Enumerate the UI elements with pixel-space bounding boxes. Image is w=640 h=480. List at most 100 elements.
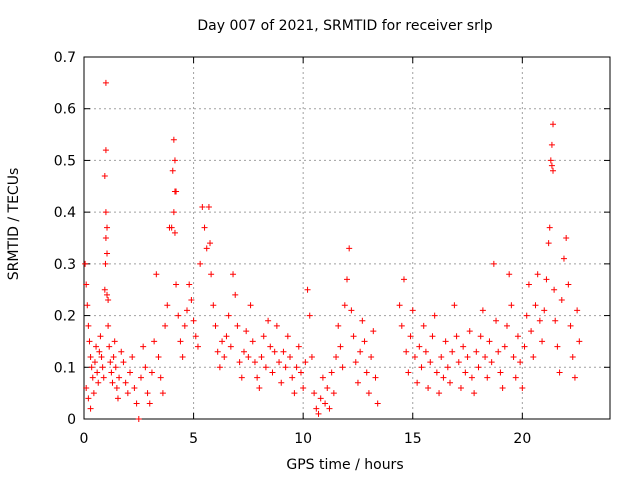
- data-point: [87, 405, 94, 412]
- data-point: [576, 338, 583, 345]
- data-point: [170, 209, 177, 216]
- data-point: [162, 322, 169, 329]
- data-point: [269, 369, 276, 376]
- data-point: [548, 162, 555, 169]
- data-point: [536, 317, 543, 324]
- data-point: [486, 338, 493, 345]
- data-point: [249, 338, 256, 345]
- data-point: [563, 235, 570, 241]
- data-point: [173, 281, 180, 288]
- data-point: [495, 348, 502, 355]
- data-point: [409, 307, 416, 314]
- data-point: [89, 374, 96, 381]
- data-point: [192, 333, 199, 340]
- y-tick-label: 0.4: [54, 205, 76, 221]
- data-point: [508, 302, 515, 309]
- data-point: [175, 312, 182, 319]
- tick-layer: 0 0.1 0.2 0.3 0.4 0.5 0.6 0.7 0 5 10 15 20: [54, 50, 610, 447]
- data-point: [521, 343, 528, 350]
- data-point: [96, 348, 103, 355]
- data-point: [155, 353, 162, 360]
- y-tick-label: 0.1: [54, 360, 76, 376]
- data-point: [324, 384, 331, 391]
- data-point: [326, 405, 333, 412]
- data-point: [102, 209, 109, 216]
- data-point: [159, 390, 166, 397]
- data-point: [431, 312, 438, 319]
- data-point: [451, 302, 458, 309]
- data-point: [398, 322, 405, 329]
- data-point: [420, 322, 427, 329]
- data-point: [111, 338, 118, 345]
- data-point: [396, 302, 403, 309]
- data-point: [460, 343, 467, 350]
- data-point: [216, 364, 223, 371]
- data-point: [245, 353, 252, 360]
- data-point: [137, 374, 144, 381]
- data-point: [122, 379, 129, 386]
- data-point: [140, 343, 147, 350]
- data-point: [295, 343, 302, 350]
- data-point: [357, 348, 364, 355]
- data-point: [484, 374, 491, 381]
- data-point: [471, 390, 478, 397]
- data-point: [546, 224, 553, 231]
- data-point: [101, 286, 108, 293]
- data-point: [541, 307, 548, 314]
- data-point: [203, 245, 210, 252]
- data-point: [282, 364, 289, 371]
- data-point: [304, 286, 311, 293]
- data-point: [506, 271, 513, 278]
- data-point: [157, 374, 164, 381]
- data-point: [503, 322, 510, 329]
- data-point: [519, 384, 526, 391]
- data-point: [317, 395, 324, 402]
- data-point: [313, 405, 320, 412]
- data-point: [337, 343, 344, 350]
- data-point: [105, 322, 112, 329]
- data-point: [365, 390, 372, 397]
- data-point: [567, 322, 574, 329]
- data-point: [352, 359, 359, 366]
- plot-area-border: [83, 56, 611, 420]
- data-point: [99, 364, 106, 371]
- x-tick-label: 20: [513, 431, 531, 447]
- data-point: [354, 379, 361, 386]
- data-point: [479, 307, 486, 314]
- data-point: [88, 364, 95, 371]
- data-point: [148, 369, 155, 376]
- data-point: [440, 374, 447, 381]
- data-point: [335, 322, 342, 329]
- data-point: [438, 353, 445, 360]
- data-point: [571, 374, 578, 381]
- data-point: [433, 369, 440, 376]
- data-point: [490, 260, 497, 267]
- data-point: [265, 317, 272, 324]
- data-point: [556, 369, 563, 376]
- data-point: [262, 364, 269, 371]
- data-point: [104, 291, 111, 298]
- data-point: [363, 369, 370, 376]
- data-point: [179, 353, 186, 360]
- data-point: [114, 395, 121, 402]
- data-point: [106, 343, 113, 350]
- data-point: [184, 307, 191, 314]
- data-point: [403, 348, 410, 355]
- data-point: [530, 353, 537, 360]
- data-point: [348, 307, 355, 314]
- y-tick-label: 0.7: [54, 50, 76, 66]
- data-point: [315, 410, 322, 417]
- data-point: [93, 343, 100, 350]
- data-point: [418, 364, 425, 371]
- data-point: [554, 343, 561, 350]
- data-point: [94, 369, 101, 376]
- y-tick-label: 0: [67, 412, 76, 428]
- data-point: [368, 353, 375, 360]
- data-point: [164, 302, 171, 309]
- data-point: [151, 338, 158, 345]
- data-point: [359, 317, 366, 324]
- data-point: [201, 224, 208, 231]
- data-point: [83, 384, 90, 391]
- data-point: [124, 390, 131, 397]
- data-point: [523, 312, 530, 319]
